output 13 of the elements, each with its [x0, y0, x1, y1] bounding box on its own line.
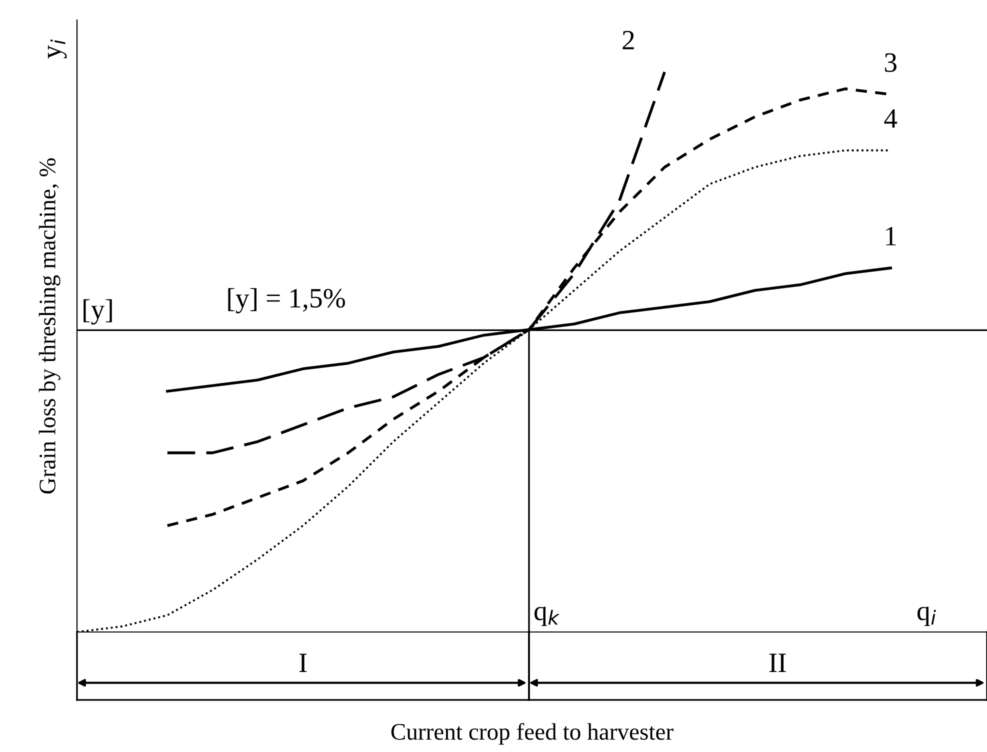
x-axis-title: Current crop feed to harvester — [391, 722, 674, 745]
annotation: q$_{k}$ — [534, 606, 560, 626]
text: I — [299, 654, 307, 672]
text: II — [769, 654, 786, 672]
annotation: [y] — [84, 299, 112, 325]
series-label: 2 — [622, 30, 634, 50]
annotation: [y] = 1,5% — [228, 288, 346, 314]
text: y$_{i}$ — [48, 39, 67, 59]
y-axis-title: Grain loss by threshing machine, % — [38, 158, 60, 494]
series-label: 4 — [884, 109, 898, 128]
series-label: 3 — [884, 53, 896, 72]
series-label: 1 — [886, 226, 896, 246]
text: q$_{i}$ — [917, 606, 936, 626]
